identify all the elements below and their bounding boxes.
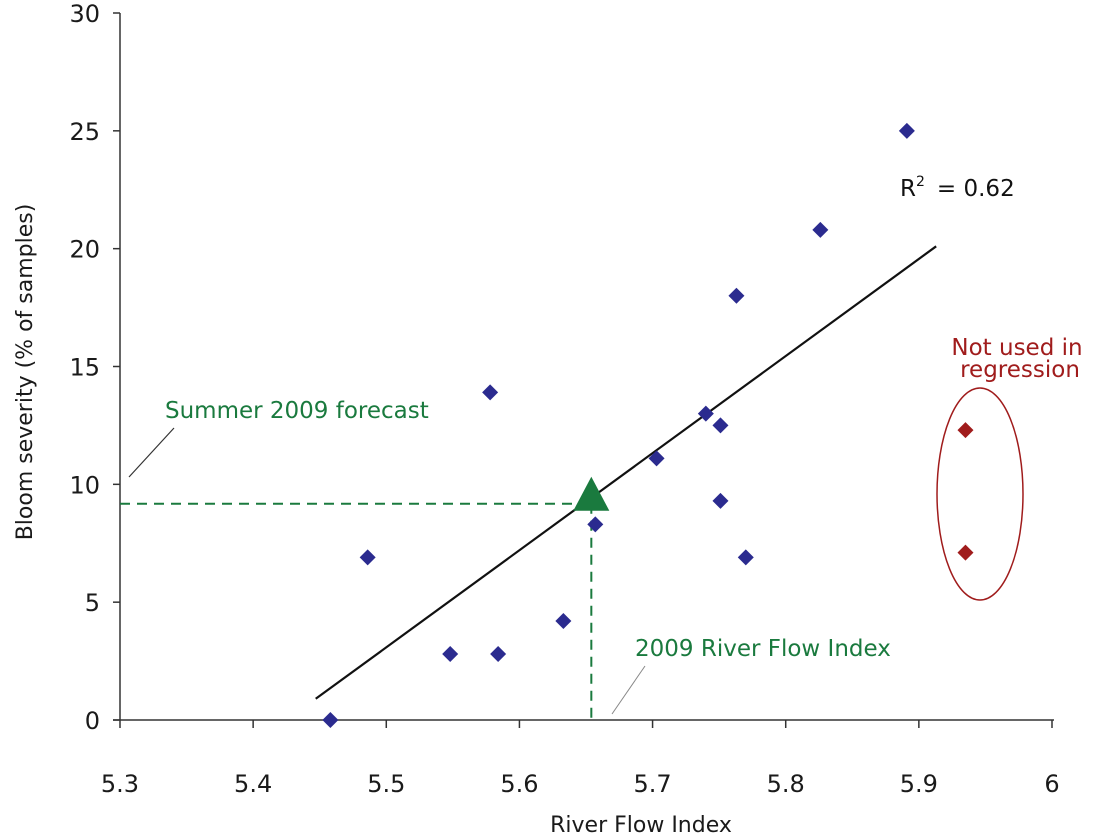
y-tick-label: 5: [85, 589, 100, 617]
not-used-label-line2: regression: [960, 357, 1080, 383]
data-point: [648, 450, 665, 467]
data-point: [737, 549, 754, 566]
flow-index-label: 2009 River Flow Index: [635, 636, 891, 662]
r-squared-label: R2 = 0.62: [900, 174, 1015, 202]
data-point: [898, 122, 915, 139]
x-tick-label: 5.3: [101, 770, 139, 798]
data-point: [587, 516, 604, 533]
y-tick-label: 15: [69, 354, 100, 382]
data-point: [359, 549, 376, 566]
x-ticks: 5.3 5.4 5.5 5.6 5.7 5.8 5.9 6: [101, 720, 1060, 798]
r-squared-value: = 0.62: [937, 176, 1015, 202]
x-tick-label: 5.9: [900, 770, 938, 798]
y-tick-label: 0: [85, 707, 100, 735]
y-tick-label: 20: [69, 236, 100, 264]
y-tick-label: 10: [69, 471, 100, 499]
x-tick-label: 5.4: [234, 770, 272, 798]
axes: 0 5 10 15 20 25 30 5.3 5.4 5.5 5.6 5.7 5.8 5.9 6: [69, 0, 1059, 798]
y-axis-title: Bloom severity (% of samples): [13, 204, 38, 541]
flow-index-label-leader: [611, 665, 646, 715]
x-axis-title: River Flow Index: [550, 813, 732, 836]
data-point: [728, 287, 745, 304]
forecast-guides: [120, 502, 593, 720]
forecast-label-leader: [128, 427, 175, 478]
excluded-data-point: [957, 422, 974, 439]
data-point: [712, 417, 729, 434]
data-points: [322, 122, 974, 728]
data-point: [712, 492, 729, 509]
data-point: [697, 405, 714, 422]
y-tick-label: 25: [69, 118, 100, 146]
not-used-label-line1: Not used in: [951, 335, 1082, 361]
x-tick-label: 5.6: [500, 770, 538, 798]
data-point: [812, 221, 829, 238]
excluded-points-ellipse: [936, 387, 1024, 601]
forecast-triangle-marker: [573, 476, 610, 511]
regression-trendline: [315, 245, 937, 700]
y-ticks: 0 5 10 15 20 25 30: [69, 0, 120, 735]
x-tick-label: 5.7: [633, 770, 671, 798]
r-squared-superscript: 2: [916, 174, 925, 190]
data-point: [555, 613, 572, 630]
data-point: [322, 712, 339, 728]
x-tick-label: 5.8: [767, 770, 805, 798]
data-point: [482, 384, 499, 401]
y-tick-label: 30: [69, 0, 100, 28]
forecast-label: Summer 2009 forecast: [165, 398, 429, 424]
data-point: [490, 646, 507, 663]
x-tick-label: 5.5: [367, 770, 405, 798]
data-point: [442, 646, 459, 663]
excluded-data-point: [957, 544, 974, 561]
r-squared-base: R: [900, 176, 916, 202]
x-tick-label: 6: [1044, 770, 1059, 798]
